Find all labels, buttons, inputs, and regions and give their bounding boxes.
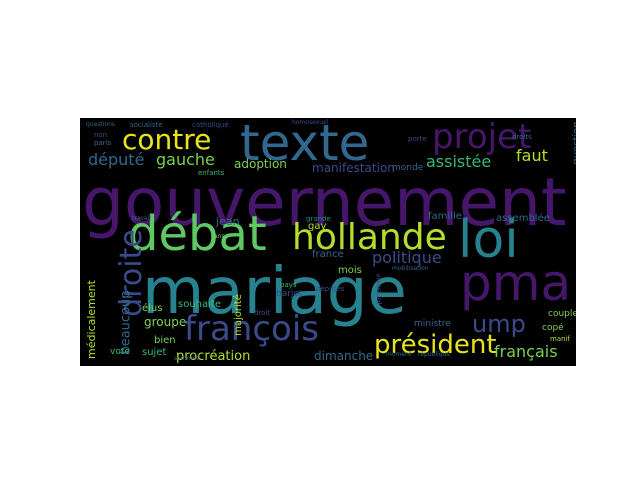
word-debat: débat [128, 206, 267, 262]
word-homosexuel: homosexuel [292, 119, 329, 126]
word-jean: jean [216, 215, 240, 228]
word-hollande: hollande [292, 217, 447, 258]
word-question: question [571, 121, 576, 165]
word-souhaite: souhaite [178, 299, 221, 310]
word-groupe: groupe [144, 315, 187, 329]
word-loi: loi [458, 210, 519, 270]
word-questions: questions [86, 121, 116, 128]
word-couples: couples [548, 309, 576, 319]
word-francois: françois [184, 309, 319, 349]
word-assistee: assistée [426, 152, 492, 171]
word-france: france [312, 249, 344, 260]
word-mois: mois [338, 265, 362, 276]
word-gouvernement: gouvernement [82, 164, 567, 241]
word-assemblee: assemblée [496, 213, 550, 224]
word-president: président [374, 330, 497, 360]
word-travail: travail [132, 215, 152, 222]
word-francais: français [494, 342, 558, 361]
word-sujet: sujet [142, 347, 167, 358]
word-dimanche: dimanche [314, 349, 374, 363]
word-ans: ans [214, 233, 225, 240]
word-non: non [94, 131, 108, 139]
word-droit: droit [254, 309, 271, 317]
word-pays: pays [280, 281, 297, 289]
word-procreation: procréation [176, 349, 251, 364]
word-projet: projet [432, 118, 532, 157]
word-sommes: sommes [174, 355, 200, 362]
word-faut: faut [516, 146, 548, 165]
word-manif: manif [550, 335, 570, 343]
word-bien: bien [154, 335, 176, 346]
word-paris: paris [94, 139, 112, 147]
word-deputes: députés [316, 285, 345, 293]
word-catholique: catholique [192, 121, 229, 129]
word-medicalement: médicalement [84, 280, 98, 359]
word-ump: ump [472, 310, 526, 338]
word-adoption: adoption [234, 157, 287, 171]
word-beaucoup: beaucoup [118, 290, 134, 355]
word-texte: texte [240, 118, 370, 172]
word-grande: grande [306, 215, 331, 223]
word-droits: droits [512, 133, 532, 141]
word-majorite: majorité [232, 294, 244, 336]
word-cope: copé [542, 323, 564, 333]
word-manifestation: manifestation [312, 161, 395, 175]
word-parlement: parlement [375, 273, 383, 305]
word-contre: contre [122, 123, 212, 156]
word-famille: famille [428, 211, 462, 222]
word-pma: pma [460, 254, 572, 312]
word-mobilisation: mobilisation [392, 265, 429, 272]
word-enfants: enfants [198, 169, 225, 177]
word-barjot: barjot [276, 289, 303, 299]
word-elus: élus [142, 303, 163, 314]
word-ministre: ministre [414, 319, 451, 329]
word-vote: vote [110, 347, 130, 357]
word-gay: gay [308, 221, 327, 232]
word-socialiste: socialiste [130, 121, 163, 129]
word-mariage: mariage [142, 255, 407, 329]
word-cloud: gouvernement mariage loi pma texte débat… [80, 118, 576, 366]
word-monde: monde [392, 163, 424, 173]
word-porte: porte [408, 135, 427, 143]
word-republique: république [418, 351, 451, 358]
word-gauche: gauche [156, 150, 215, 169]
word-moment: moment [386, 351, 412, 358]
word-politique: politique [372, 248, 442, 267]
word-depute: député [88, 150, 145, 169]
